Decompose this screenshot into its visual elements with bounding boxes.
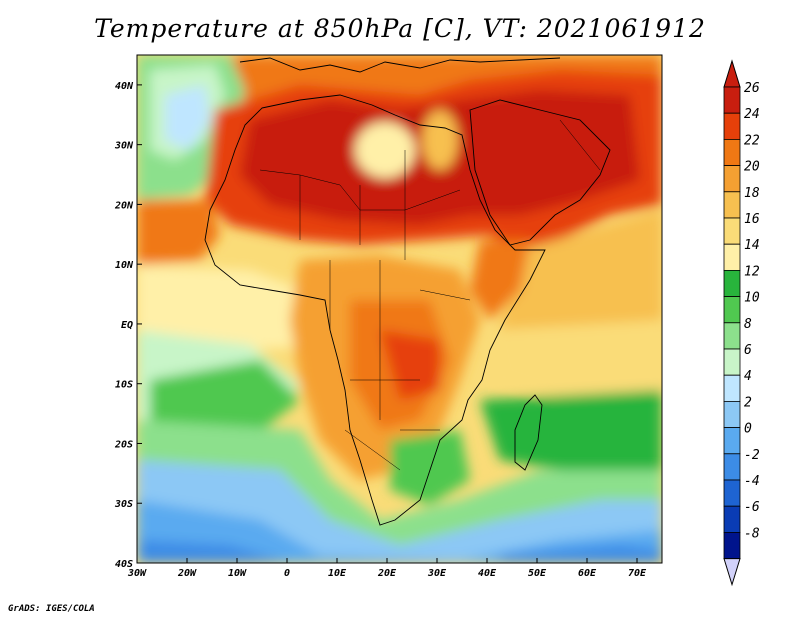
colorbar-swatch [723, 86, 741, 114]
colorbar-label: 26 [744, 81, 760, 96]
colorbar-swatch [723, 112, 741, 140]
colorbar-label: -2 [744, 448, 760, 463]
colorbar-swatch [723, 532, 741, 560]
x-tick-label: 0 [284, 568, 290, 579]
borders [259, 119, 601, 471]
y-tick-label: 20S [114, 439, 133, 450]
coastlines [204, 57, 611, 526]
y-tick-label: EQ [121, 320, 133, 331]
y-tick-label: 10S [115, 380, 133, 391]
colorbar-label: 20 [744, 160, 760, 175]
colorbar-label: 4 [744, 369, 752, 384]
colorbar-label: 24 [744, 107, 760, 122]
x-tick-label: 20W [177, 568, 197, 579]
x-tick-label: 50E [528, 568, 547, 579]
colorbar-label: 6 [744, 343, 752, 358]
grads-credit: GrADS: IGES/COLA [8, 604, 95, 614]
colorbar-swatch [723, 296, 741, 324]
y-tick-label: 40N [115, 81, 134, 92]
colorbar-swatch [723, 374, 741, 402]
colorbar-swatch [723, 453, 741, 481]
madagascar-coastline [514, 394, 543, 471]
colorbar-label: 18 [744, 186, 760, 201]
colorbar-label: 22 [744, 133, 760, 148]
colorbar-swatch [723, 165, 741, 193]
y-tick-label: 40S [115, 559, 133, 570]
map-frame [136, 54, 663, 564]
colorbar-label: 12 [744, 264, 760, 279]
x-tick-label: 20E [377, 568, 397, 579]
axis-ticks: 30W 20W 10W 0 10E 20E 30E 40E 50E 60E 70E 40N 30N 20N… [114, 81, 647, 579]
y-tick-label: 10N [115, 260, 134, 271]
colorbar-label: -6 [744, 500, 760, 515]
chart-title: Temperature at 850hPa [C], VT: 202106191… [94, 14, 706, 43]
colorbar-swatch [723, 400, 741, 428]
colorbar-swatch [723, 191, 741, 219]
arabia-coastline [469, 99, 611, 246]
colorbar-label: -8 [744, 526, 760, 541]
colorbar-label: 2 [744, 395, 752, 410]
colorbar-label: 8 [744, 317, 752, 332]
x-tick-label: 30E [427, 568, 447, 579]
y-tick-label: 20N [114, 200, 134, 211]
colorbar-label: 10 [744, 291, 760, 306]
colorbar-swatch [723, 243, 741, 271]
colorbar-swatch [723, 138, 741, 166]
x-tick-label: 70E [628, 568, 647, 579]
colorbar-swatch [723, 217, 741, 245]
colorbar-swatch [723, 322, 741, 350]
colorbar-swatch [723, 427, 741, 455]
colorbar-label: 0 [744, 422, 752, 437]
x-tick-label: 10E [328, 568, 347, 579]
europe-coastline [239, 57, 561, 73]
colorbar-label: -4 [744, 474, 760, 489]
africa-coastline [204, 94, 546, 526]
y-tick-label: 30S [114, 499, 133, 510]
colorbar-label: 14 [744, 238, 760, 253]
colorbar-swatch [723, 348, 741, 376]
x-tick-label: 10W [228, 568, 247, 579]
temperature-field [137, 55, 662, 563]
colorbar-swatch [723, 479, 741, 507]
colorbar-top-arrow [723, 59, 741, 88]
colorbar-bottom-arrow [723, 558, 741, 587]
colorbar-swatch [723, 505, 741, 533]
colorbar-swatch [723, 269, 741, 297]
x-tick-label: 60E [578, 568, 597, 579]
colorbar-label: 16 [744, 212, 760, 227]
x-tick-label: 40E [478, 568, 497, 579]
x-tick-label: 30W [127, 568, 147, 579]
y-tick-label: 30N [114, 141, 134, 152]
